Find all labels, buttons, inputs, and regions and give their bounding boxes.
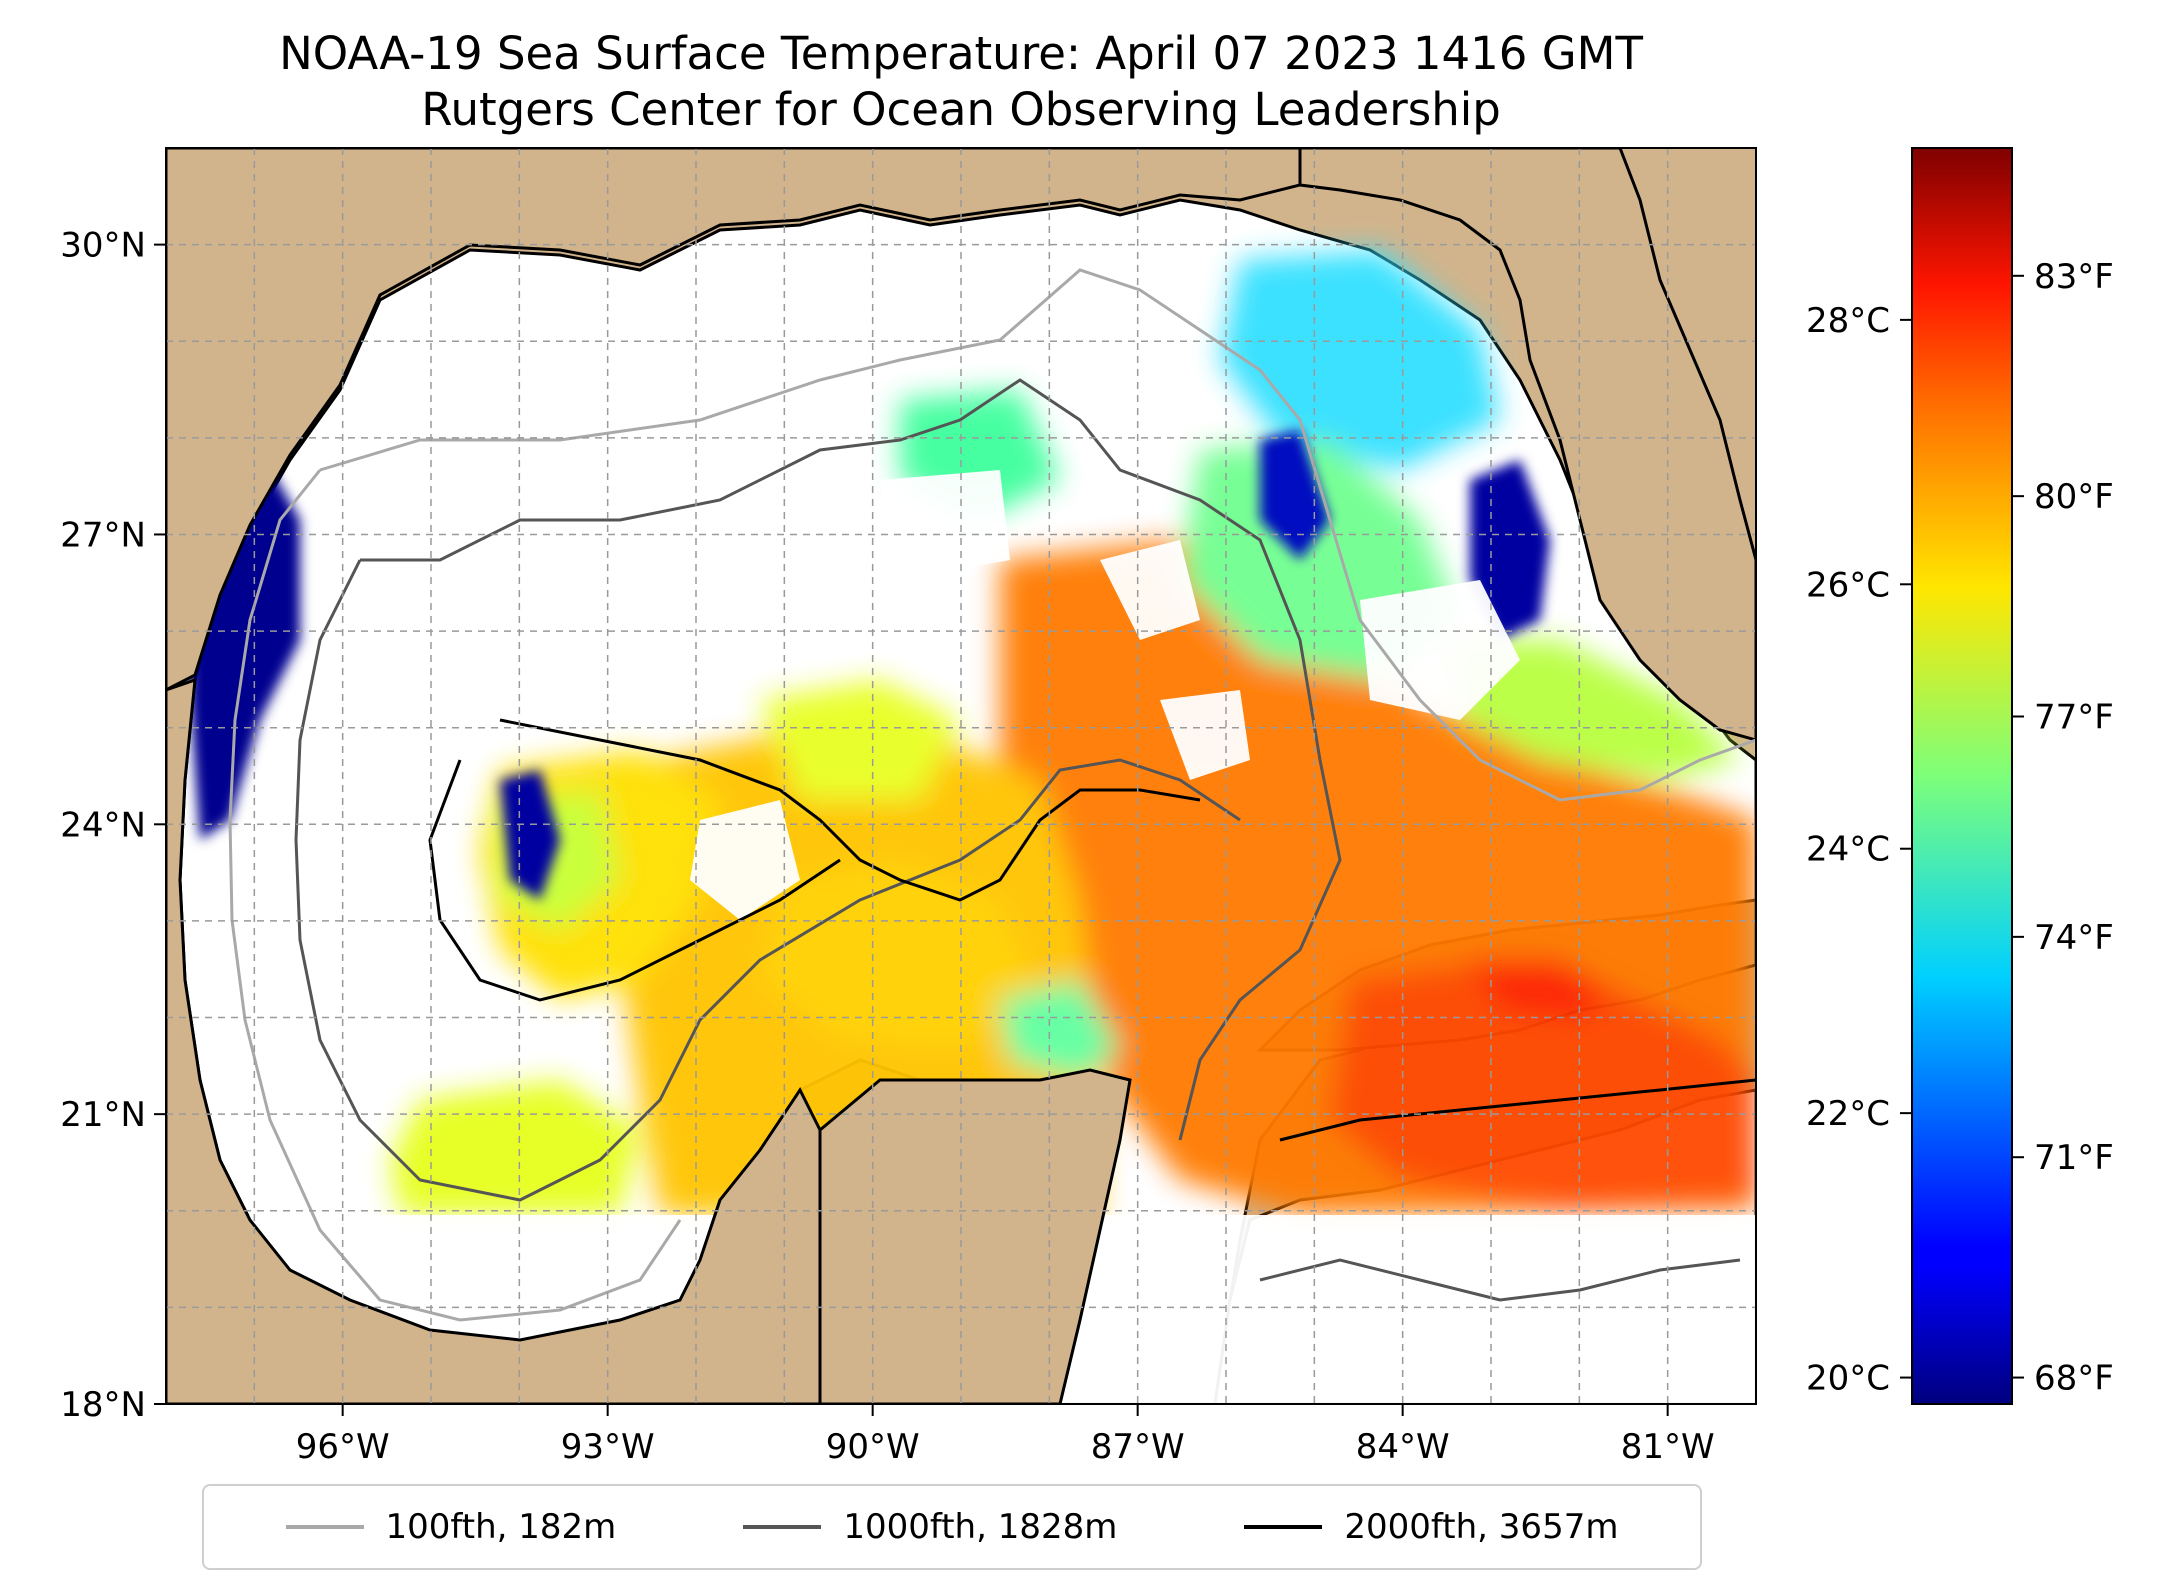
contour-2000fth: [499, 718, 1201, 902]
land-masses: [166, 148, 1756, 1404]
x-tick-label: 87°W: [1091, 1427, 1185, 1467]
colorbar-f-label: 74°F: [2034, 918, 2114, 958]
florida-peninsula: [1298, 148, 1756, 742]
y-tick-label: 24°N: [60, 805, 146, 845]
colorbar-c-label: 24°C: [1806, 830, 1890, 870]
mexico-coast: [166, 677, 822, 1404]
legend-label-100fth: 100fth, 182m: [385, 1507, 617, 1547]
legend-swatch-1000fth: [743, 1525, 822, 1529]
contour-1000fth-west: [294, 559, 1241, 1202]
colorbar-f-label: 80°F: [2034, 477, 2114, 517]
bathymetry-contours: [228, 268, 1756, 1322]
contour-2000fth-loop: [428, 759, 841, 1002]
x-tick-label: 96°W: [296, 1427, 390, 1467]
x-tick-label: 93°W: [561, 1427, 655, 1467]
colorbar-fahrenheit-axis: 68°F 71°F 74°F 77°F 80°F 83°F: [2012, 257, 2114, 1399]
colorbar-f-label: 71°F: [2034, 1138, 2114, 1178]
contour-caribbean: [1279, 1078, 1756, 1142]
us-gulf-coast: [166, 148, 1302, 692]
colorbar-gradient: [1911, 147, 2013, 1405]
contour-caribbean-2: [1259, 1258, 1741, 1302]
colorbar-celsius-axis: 20°C 22°C 24°C 26°C 28°C: [1806, 301, 1912, 1399]
contour-1000fth: [360, 378, 1342, 1141]
x-tick-label: 84°W: [1356, 1427, 1450, 1467]
title-line-2: Rutgers Center for Ocean Observing Leade…: [421, 83, 1501, 136]
legend-swatch-2000fth: [1244, 1525, 1323, 1529]
y-tick-label: 30°N: [60, 226, 146, 266]
legend-item-100fth: 100fth, 182m: [285, 1507, 617, 1547]
legend-item-1000fth: 1000fth, 1828m: [743, 1507, 1117, 1547]
y-tick-label: 27°N: [60, 515, 146, 555]
x-tick-label: 90°W: [826, 1427, 920, 1467]
colorbar-f-label: 83°F: [2034, 257, 2114, 297]
y-axis: 30°N 27°N 24°N 21°N 18°N: [60, 226, 166, 1425]
legend-label-2000fth: 2000fth, 3657m: [1344, 1507, 1619, 1547]
map-plot-area: [166, 148, 1756, 1404]
x-tick-label: 81°W: [1621, 1427, 1715, 1467]
legend-swatch-100fth: [285, 1525, 364, 1529]
colorbar-c-label: 20°C: [1806, 1359, 1890, 1399]
legend-item-2000fth: 2000fth, 3657m: [1244, 1507, 1618, 1547]
contour-legend: 100fth, 182m 1000fth, 1828m 2000fth, 365…: [202, 1484, 1702, 1570]
contour-100fth-west: [228, 469, 682, 1322]
colorbar: 20°C 22°C 24°C 26°C 28°C 68°F 71°F 74°F 77°F 80°…: [1806, 147, 2114, 1405]
y-tick-label: 18°N: [60, 1385, 146, 1425]
gridlines: [166, 148, 1756, 1404]
x-axis: 96°W 93°W 90°W 87°W 84°W 81°W: [296, 1404, 1715, 1467]
map-title: NOAA-19 Sea Surface Temperature: April 0…: [166, 26, 1756, 138]
contour-100fth: [319, 268, 1756, 802]
title-line-1: NOAA-19 Sea Surface Temperature: April 0…: [279, 27, 1643, 80]
colorbar-f-label: 77°F: [2034, 698, 2114, 738]
colorbar-c-label: 28°C: [1806, 301, 1890, 341]
yucatan-peninsula: [818, 1068, 1132, 1404]
colorbar-c-label: 26°C: [1806, 565, 1890, 605]
legend-label-1000fth: 1000fth, 1828m: [843, 1507, 1118, 1547]
colorbar-c-label: 22°C: [1806, 1094, 1890, 1134]
y-tick-label: 21°N: [60, 1095, 146, 1135]
colorbar-f-label: 68°F: [2034, 1359, 2114, 1399]
map-frame: [165, 147, 1757, 1405]
